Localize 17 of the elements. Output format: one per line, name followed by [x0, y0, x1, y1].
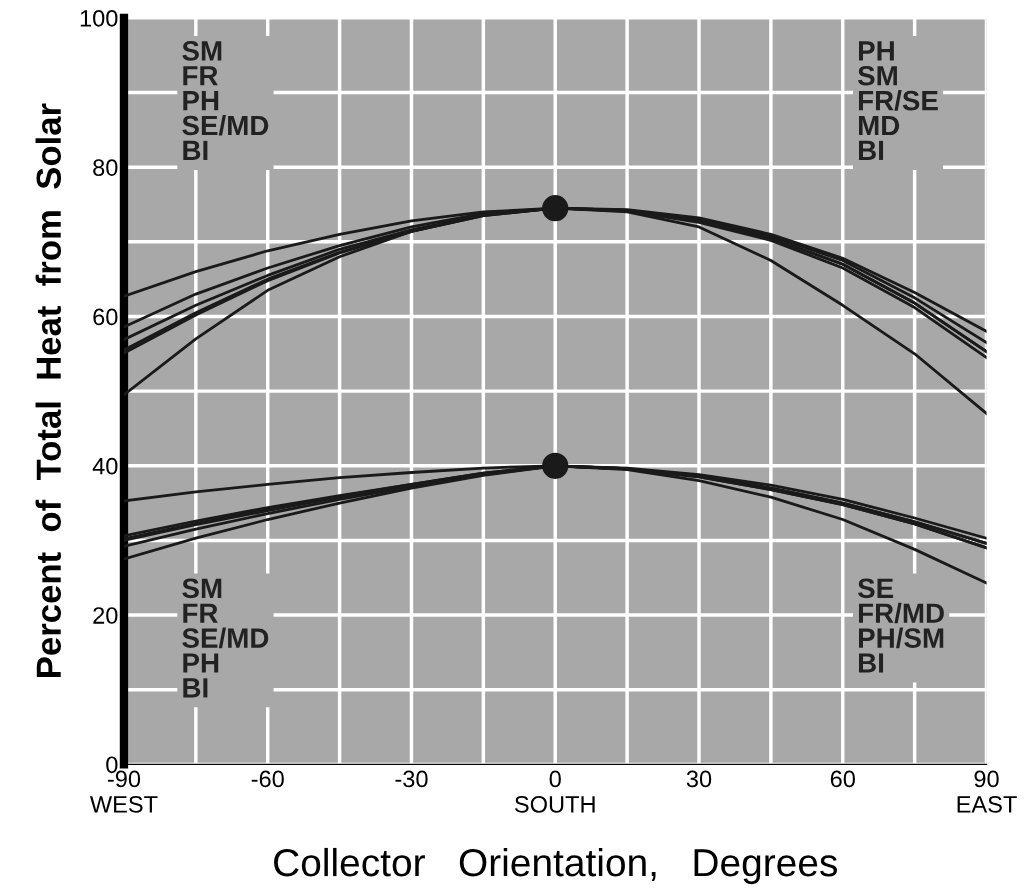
- y-tick-label: 40: [92, 457, 118, 475]
- y-axis-title: Percent of Total Heat from Solar: [35, 103, 62, 677]
- x-tick-label: -30: [395, 770, 428, 788]
- y-tick-label: 100: [80, 9, 118, 27]
- annotation: SM FR PH SE/MD BI: [182, 41, 269, 160]
- x-tick-label: 30: [686, 770, 712, 788]
- y-tick-label: 60: [93, 308, 118, 326]
- y-tick-label: 20: [93, 607, 118, 624]
- x-tick-label: -60: [251, 770, 284, 788]
- x-tick-label: 60: [830, 770, 855, 788]
- annotation: SE FR/MD PH/SM BI: [857, 578, 944, 673]
- x-tick-label: 0 SOUTH: [514, 770, 595, 813]
- x-tick-label: 90 EAST: [957, 770, 1017, 813]
- x-axis-title: Collector Orientation, Degrees: [274, 847, 837, 885]
- annotation: PH SM FR/SE MD BI: [857, 41, 938, 160]
- y-tick-label: 80: [93, 159, 118, 176]
- annotation: SM FR SE/MD PH BI: [182, 578, 269, 698]
